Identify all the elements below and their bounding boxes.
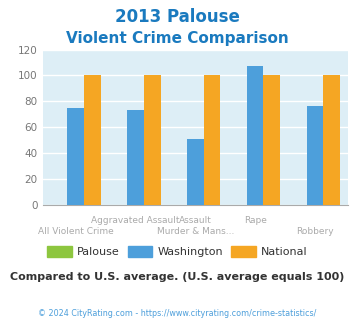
- Bar: [127, 110, 144, 205]
- Text: Aggravated Assault: Aggravated Assault: [91, 216, 180, 225]
- Text: Violent Crime Comparison: Violent Crime Comparison: [66, 31, 289, 46]
- Bar: [144, 75, 160, 205]
- Text: Compared to U.S. average. (U.S. average equals 100): Compared to U.S. average. (U.S. average …: [10, 272, 345, 282]
- Bar: [84, 75, 101, 205]
- Text: Rape: Rape: [244, 216, 267, 225]
- Bar: [187, 139, 204, 205]
- Bar: [67, 108, 84, 205]
- Bar: [323, 75, 340, 205]
- Text: © 2024 CityRating.com - https://www.cityrating.com/crime-statistics/: © 2024 CityRating.com - https://www.city…: [38, 309, 317, 317]
- Bar: [307, 106, 323, 205]
- Bar: [204, 75, 220, 205]
- Text: All Violent Crime: All Violent Crime: [38, 227, 113, 236]
- Legend: Palouse, Washington, National: Palouse, Washington, National: [43, 242, 312, 261]
- Text: Robbery: Robbery: [296, 227, 334, 236]
- Text: Assault: Assault: [179, 216, 212, 225]
- Text: Murder & Mans...: Murder & Mans...: [157, 227, 234, 236]
- Bar: [247, 66, 263, 205]
- Text: 2013 Palouse: 2013 Palouse: [115, 8, 240, 26]
- Bar: [263, 75, 280, 205]
